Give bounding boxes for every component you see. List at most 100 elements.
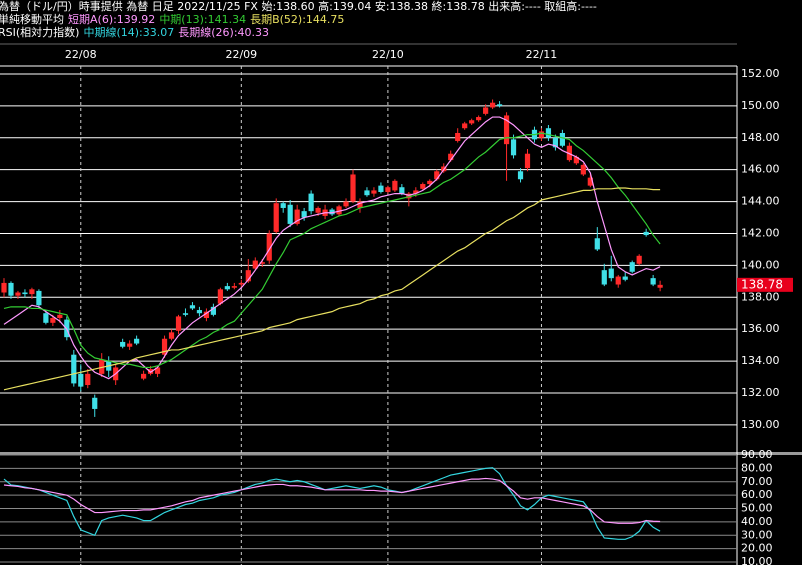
candle-body — [496, 104, 503, 106]
y-tick-label: 144.00 — [741, 195, 780, 208]
candle-body — [643, 231, 649, 236]
candle-body — [615, 276, 621, 285]
legend-entry: 長期B(52):144.75 — [250, 13, 344, 26]
legend-title: RSI(相対力指数) — [0, 25, 79, 39]
y-tick-label: 10.00 — [741, 555, 773, 565]
candle-body — [594, 238, 600, 250]
y-tick-label: 138.00 — [741, 290, 780, 303]
candle-body — [427, 180, 433, 185]
candle-body — [524, 153, 531, 169]
candle-body — [510, 139, 517, 156]
candle-body — [120, 341, 126, 347]
candle-body — [22, 292, 28, 295]
candle-body — [343, 201, 349, 207]
candle-body — [559, 132, 565, 146]
series-line — [3, 477, 661, 524]
candle-body — [364, 190, 370, 196]
candle-body — [573, 156, 579, 164]
candle-body — [392, 180, 398, 191]
candle-body — [378, 185, 384, 193]
candle-body — [371, 190, 377, 194]
candle-body — [259, 262, 265, 264]
candle-body — [168, 332, 175, 339]
candle-body — [503, 115, 510, 145]
candle-body — [490, 102, 496, 108]
series-line — [3, 467, 661, 540]
panel-separator — [0, 452, 802, 455]
legend-entry: 短期A(6):139.92 — [68, 12, 155, 26]
candle-body — [622, 276, 628, 280]
candle-body — [315, 207, 321, 213]
candle-body — [154, 367, 161, 374]
candle-body — [266, 233, 272, 261]
last-price-label: 138.78 — [741, 277, 783, 291]
candle-body — [413, 190, 419, 194]
candle-body — [99, 359, 105, 374]
candle-body — [141, 373, 147, 379]
candle-body — [301, 211, 307, 218]
y-tick-label: 60.00 — [741, 488, 773, 501]
y-tick-label: 146.00 — [741, 163, 780, 176]
y-tick-label: 148.00 — [741, 131, 780, 144]
candle-body — [566, 145, 572, 161]
candle-body — [273, 203, 279, 232]
candle-body — [350, 174, 356, 202]
candle-body — [127, 343, 133, 347]
legend-entry: 中期線(14):33.07 — [83, 25, 174, 39]
candle-body — [329, 209, 335, 215]
y-tick-label: 40.00 — [741, 515, 773, 528]
candle-body — [92, 397, 98, 409]
header-line: 為替（ドル/円）時事提供 為替 日足 2022/11/25 FX 始:138.6… — [0, 0, 597, 13]
candle-body — [210, 306, 216, 315]
candle-body — [287, 204, 293, 224]
legend-entry: 中期(13):141.34 — [159, 13, 246, 26]
x-tick-label: 22/08 — [65, 48, 97, 61]
candle-body — [8, 282, 14, 296]
last-price-box — [737, 277, 793, 292]
candle-body — [43, 313, 49, 323]
legend: RSI(相対力指数) 中期線(14):33.07 長期線(26):40.33 — [0, 25, 269, 39]
y-tick-label: 80.00 — [741, 461, 773, 474]
candle-body — [538, 131, 545, 138]
candle-body — [420, 184, 426, 189]
candle-body — [224, 286, 230, 290]
y-tick-label: 90.00 — [741, 448, 773, 461]
legend-title: 単純移動平均 — [0, 12, 64, 26]
candle-body — [231, 286, 237, 288]
candle-body — [238, 282, 244, 285]
y-tick-label: 70.00 — [741, 475, 773, 488]
candle-body — [357, 201, 363, 208]
candle-body — [175, 316, 182, 331]
candle-body — [308, 193, 314, 212]
candle-body — [587, 177, 593, 186]
candle-body — [252, 260, 258, 269]
x-tick-label: 22/09 — [225, 48, 257, 61]
candle-body — [78, 373, 84, 387]
candle-body — [134, 338, 140, 344]
candle-body — [462, 123, 468, 129]
candle-body — [29, 289, 35, 295]
candle-body — [71, 354, 77, 384]
y-tick-label: 20.00 — [741, 542, 773, 555]
candle-body — [552, 137, 559, 148]
candle-body — [636, 255, 642, 264]
candle-body — [629, 262, 635, 272]
candle-body — [280, 203, 286, 208]
legend: 単純移動平均 短期A(6):139.92 中期(13):141.34 長期B(52):… — [0, 12, 344, 26]
candle-body — [406, 193, 412, 199]
candle-body — [650, 278, 656, 285]
candle-body — [57, 314, 63, 319]
candle-body — [50, 318, 56, 323]
candle-body — [399, 187, 405, 194]
y-tick-label: 50.00 — [741, 502, 773, 515]
candle-body — [483, 107, 489, 114]
candle-body — [217, 289, 223, 304]
candle-body — [85, 373, 91, 386]
x-tick-label: 22/10 — [372, 48, 404, 61]
candle-body — [196, 310, 203, 314]
candle-body — [36, 290, 42, 306]
candle-body — [161, 338, 168, 355]
